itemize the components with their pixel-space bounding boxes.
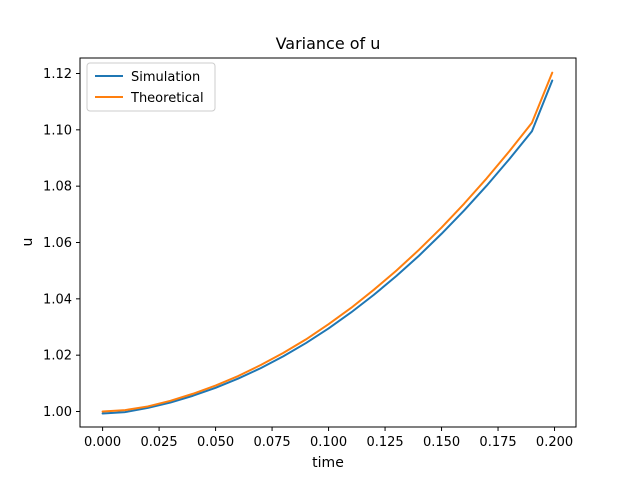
x-axis-label: time	[312, 455, 344, 471]
y-tick-label: 1.12	[43, 67, 72, 82]
y-tick-label: 1.08	[43, 180, 72, 195]
series-layer	[101, 71, 554, 415]
legend-label-simulation: Simulation	[131, 70, 200, 85]
x-tick-label: 0.050	[197, 435, 234, 450]
y-axis-ticks: 1.00 1.02 1.04 1.06 1.08 1.10 1.12	[43, 67, 80, 420]
y-axis-label: u	[20, 238, 36, 247]
y-tick-label: 1.04	[43, 292, 72, 307]
y-tick-label: 1.02	[43, 349, 72, 364]
x-tick-label: 0.175	[479, 435, 516, 450]
series-line-theoretical	[101, 71, 554, 413]
x-tick-label: 0.200	[536, 435, 573, 450]
x-tick-label: 0.100	[310, 435, 347, 450]
y-tick-label: 1.10	[43, 123, 72, 138]
plot-frame	[79, 57, 577, 428]
series-line-simulation	[101, 79, 554, 415]
x-tick-label: 0.025	[140, 435, 177, 450]
y-tick-label: 1.06	[43, 236, 72, 251]
x-tick-label: 0.150	[423, 435, 460, 450]
chart-title: Variance of u	[276, 34, 381, 53]
x-tick-label: 0.075	[253, 435, 290, 450]
legend: Simulation Theoretical	[86, 62, 216, 112]
x-tick-label: 0.000	[84, 435, 121, 450]
x-tick-label: 0.125	[366, 435, 403, 450]
y-tick-label: 1.00	[43, 405, 72, 420]
x-axis-ticks: 0.000 0.025 0.050 0.075 0.100 0.125 0.150 0.175…	[84, 427, 573, 450]
legend-label-theoretical: Theoretical	[130, 91, 204, 106]
